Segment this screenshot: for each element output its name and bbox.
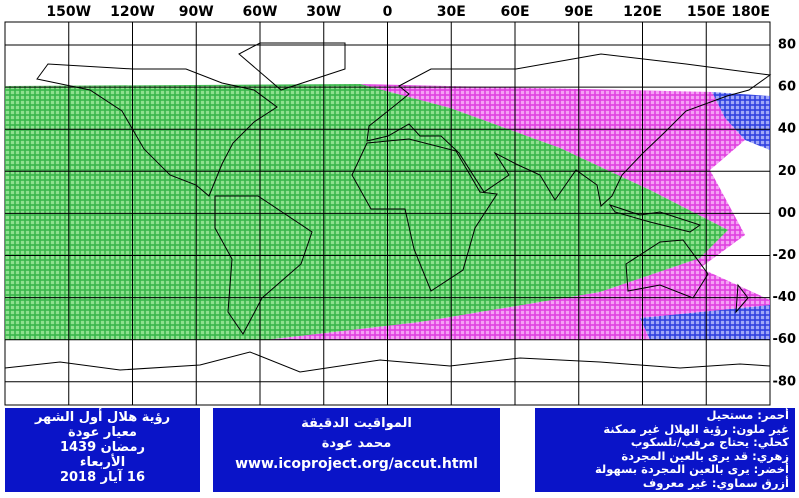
panel-line: www.icoproject.org/accut.html: [235, 456, 478, 472]
coastlines: [4, 42, 772, 373]
panel-line: غير ملون: رؤية الهلال غير ممكنة: [603, 421, 789, 436]
panel-line: الأربعاء: [79, 455, 126, 470]
lat-label: -80: [773, 374, 797, 389]
lon-label: 90E: [564, 4, 593, 20]
lat-label: 60: [778, 80, 796, 95]
lat-label: 20: [778, 164, 796, 179]
lon-label: 90W: [179, 4, 214, 20]
lon-label: 120W: [110, 4, 155, 20]
lon-label: 60W: [243, 4, 278, 20]
panel-line: أخضر: يرى بالعين المجردة بسهولة: [594, 462, 789, 476]
panel-line: محمد عودة: [321, 436, 392, 451]
panel-line: رؤية هلال أول الشهر: [34, 410, 171, 425]
panel-line: أحمر: مستحيل: [706, 408, 789, 422]
map: 150W 120W 90W 60W 30W 0 30E 60E 90E 120E 150E 180E 8…: [4, 4, 796, 406]
panel-line: كحلي: يحتاج مرقب/تلسكوب: [630, 435, 789, 449]
lon-label: 0: [383, 4, 393, 20]
lat-label: 80: [778, 38, 796, 53]
zone-naked-eye: [265, 84, 770, 340]
axis-labels: 150W 120W 90W 60W 30W 0 30E 60E 90E 120E 150E 180E 8…: [46, 4, 796, 389]
zone-telescope: [640, 305, 770, 340]
credit-panel: المواقيت الدقيقة محمد عودة www.icoproject.…: [213, 408, 500, 492]
lon-label: 60E: [500, 4, 529, 20]
lat-label: 40: [778, 122, 796, 137]
title-panel: رؤية هلال أول الشهر معيار عودة رمضان 1439 ا…: [5, 408, 200, 492]
zone-easy: [5, 84, 728, 340]
lat-label: -40: [773, 290, 797, 305]
panel-line: رمضان 1439: [59, 440, 146, 455]
panel-line: المواقيت الدقيقة: [301, 416, 412, 431]
panel-line: معيار عودة: [68, 425, 137, 440]
lat-label: 00: [778, 206, 796, 221]
lat-label: -20: [773, 248, 797, 263]
lon-label: 180E: [731, 4, 770, 20]
lat-label: -60: [773, 332, 797, 347]
lon-label: 150E: [687, 4, 726, 20]
panel-line: 16 آيار 2018: [59, 470, 146, 485]
grid: [5, 22, 770, 405]
panel-line: أزرق سماوي: غير معروف: [642, 475, 789, 490]
zone-telescope: [712, 92, 770, 150]
lon-label: 30W: [306, 4, 341, 20]
legend-panel: أحمر: مستحيل غير ملون: رؤية الهلال غير مم…: [535, 408, 795, 492]
panel-line: زهري: قد يرى بالعين المجردة: [621, 448, 789, 463]
lon-label: 120E: [623, 4, 662, 20]
lon-label: 150W: [46, 4, 91, 20]
lon-label: 30E: [437, 4, 466, 20]
